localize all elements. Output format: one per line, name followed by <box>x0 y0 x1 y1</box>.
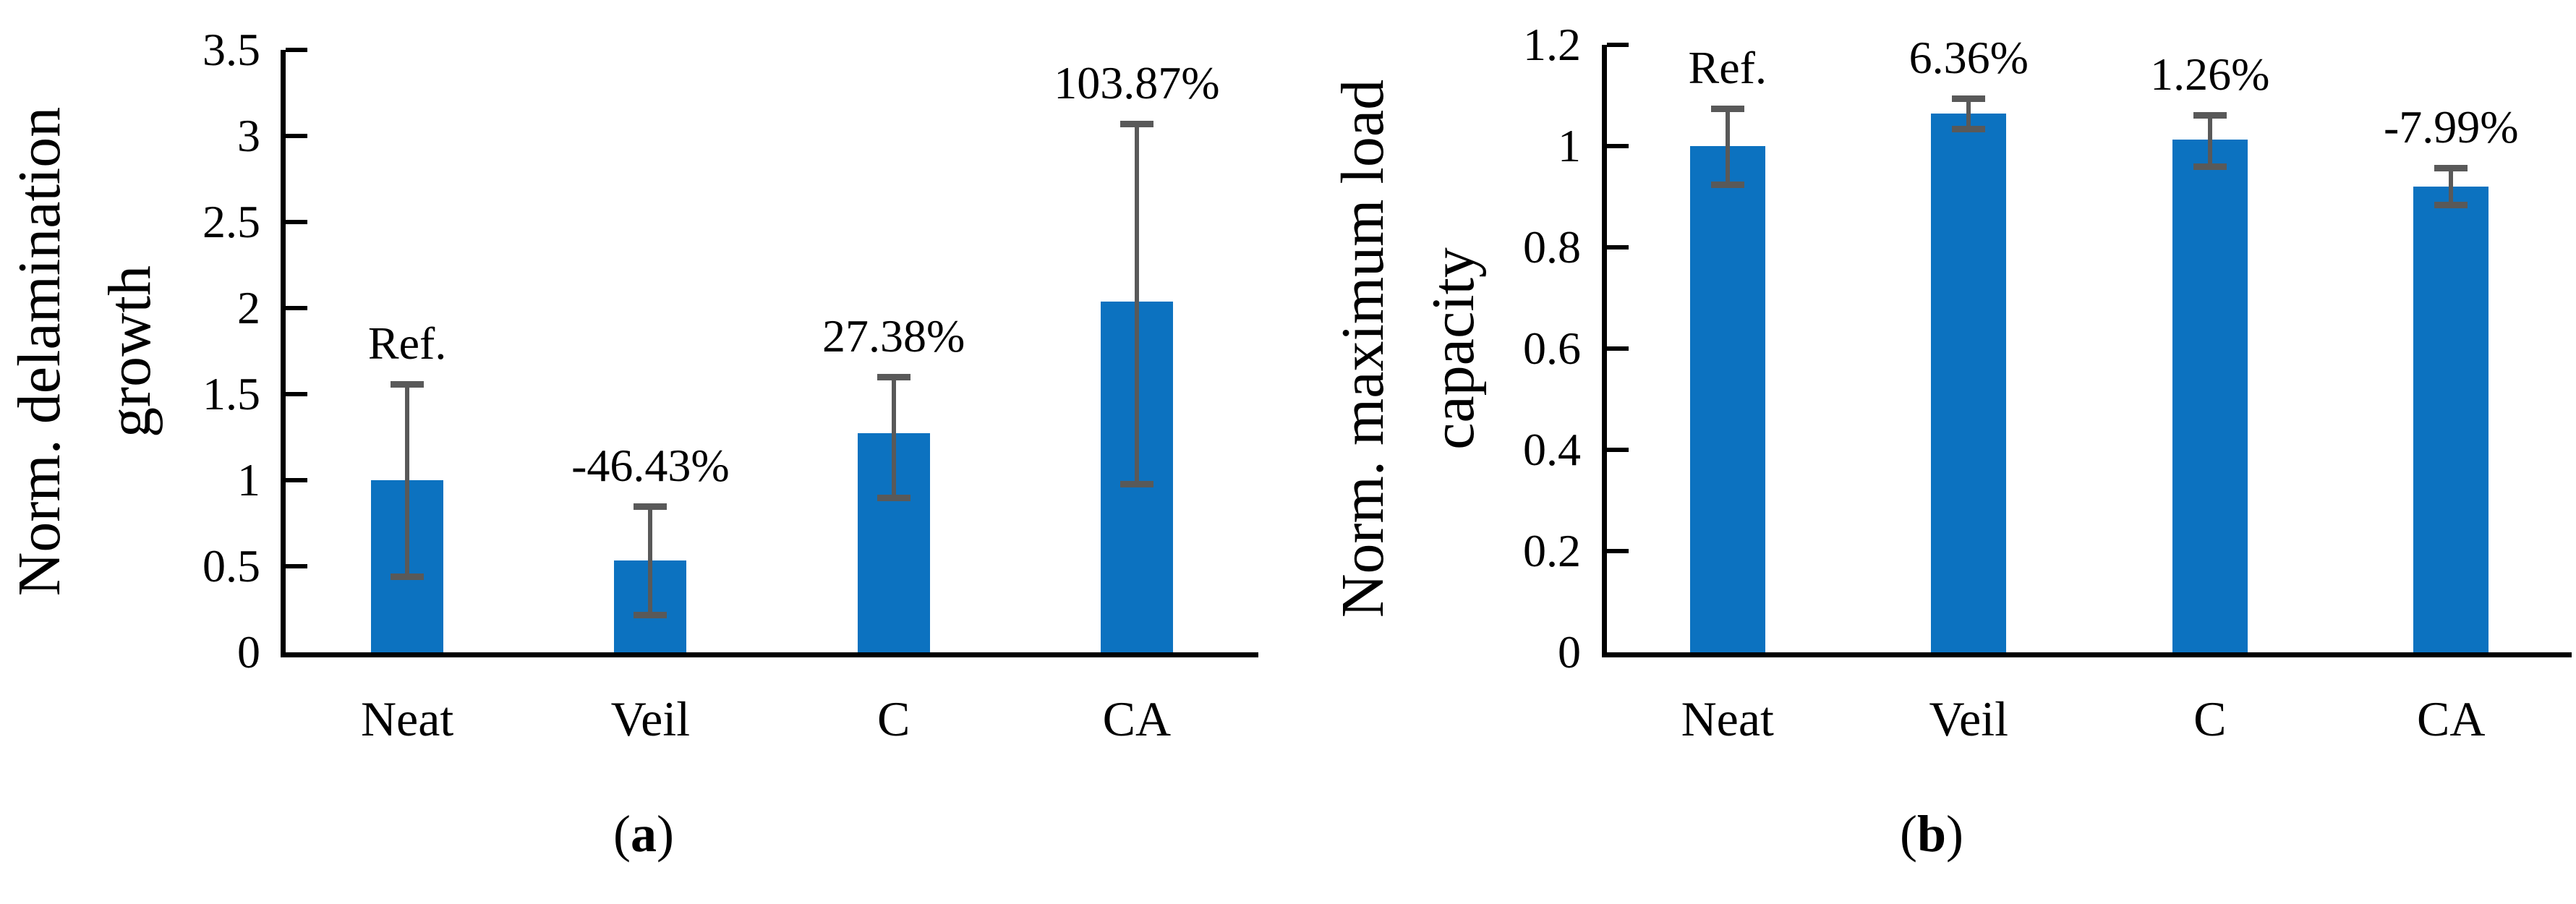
error-bar <box>1134 124 1139 484</box>
y-tick <box>286 478 307 482</box>
x-axis-line <box>281 652 1258 657</box>
error-cap-bottom <box>2193 163 2227 170</box>
x-axis-line <box>1602 652 2572 657</box>
x-category-label-ca: CA <box>1102 691 1172 746</box>
x-category-label-neat: Neat <box>360 691 454 746</box>
y-axis-title-line: growth <box>96 265 163 438</box>
panel-caption: (a) <box>499 806 788 861</box>
y-axis-line <box>1602 45 1607 657</box>
y-tick <box>286 306 307 310</box>
bar-value-label: -7.99% <box>2383 101 2519 153</box>
y-axis-title-line: Norm. maximum load <box>1329 79 1396 618</box>
error-cap-top <box>1952 95 1986 102</box>
y-tick-label: 1 <box>237 454 260 506</box>
x-category-label-veil: Veil <box>1929 691 2009 746</box>
y-tick-label: 1 <box>1558 120 1581 171</box>
error-cap-top <box>1710 105 1744 112</box>
x-category-label-veil: Veil <box>610 691 691 746</box>
error-bar <box>891 377 896 498</box>
caption-paren-open: ( <box>1899 805 1917 863</box>
error-cap-bottom <box>1119 480 1153 487</box>
error-cap-bottom <box>1710 181 1744 188</box>
bar-veil <box>1931 114 2007 652</box>
caption-paren-open: ( <box>613 805 631 863</box>
bar-value-label: 27.38% <box>822 310 965 362</box>
y-axis-title-line: capacity <box>1420 247 1487 450</box>
y-tick <box>286 48 307 52</box>
y-tick-label: 2.5 <box>202 196 260 247</box>
x-category-label-c: C <box>877 691 910 746</box>
error-cap-bottom <box>391 573 425 581</box>
error-cap-top <box>877 374 910 381</box>
y-tick-label: 0 <box>237 626 260 678</box>
error-cap-bottom <box>634 611 668 618</box>
bar-value-label: 1.26% <box>2150 48 2270 100</box>
bar-neat <box>1689 146 1765 652</box>
error-bar <box>2207 114 2212 166</box>
y-tick-label: 0.5 <box>202 540 260 592</box>
caption-paren-close: ) <box>657 805 674 863</box>
error-bar <box>648 506 653 615</box>
y-tick-label: 3 <box>237 110 260 161</box>
y-tick-label: 1.2 <box>1523 19 1581 70</box>
error-cap-top <box>1119 121 1153 128</box>
error-bar <box>2449 168 2454 205</box>
caption-letter: b <box>1916 805 1947 863</box>
error-cap-top <box>634 503 668 510</box>
bar-value-label: Ref. <box>1688 41 1767 93</box>
y-axis-line <box>281 50 286 657</box>
y-axis-title-line: Norm. delamination <box>6 106 73 596</box>
bar-c <box>2172 140 2248 652</box>
bar-value-label: Ref. <box>367 317 447 369</box>
bar-value-label: 6.36% <box>1908 31 2029 83</box>
error-cap-bottom <box>2434 201 2468 208</box>
x-category-label-c: C <box>2193 691 2227 746</box>
y-tick <box>286 220 307 224</box>
y-tick-label: 0.8 <box>1523 221 1581 273</box>
error-bar <box>1725 108 1730 184</box>
error-cap-top <box>2193 111 2227 119</box>
bar-value-label: 103.87% <box>1054 57 1220 109</box>
bar-value-label: -46.43% <box>571 439 730 491</box>
panel-caption: (b) <box>1787 806 2076 861</box>
x-category-label-neat: Neat <box>1681 691 1774 746</box>
caption-letter: a <box>631 805 657 863</box>
y-tick-label: 0.4 <box>1523 424 1581 475</box>
y-tick <box>1607 245 1629 250</box>
y-tick-label: 1.5 <box>202 368 260 419</box>
y-tick <box>1607 144 1629 148</box>
error-cap-bottom <box>1952 125 1986 132</box>
bar-ca <box>2413 186 2489 652</box>
y-tick <box>286 134 307 138</box>
y-tick <box>1607 549 1629 553</box>
error-cap-bottom <box>877 494 910 501</box>
y-tick-label: 0 <box>1558 626 1581 678</box>
y-tick-label: 3.5 <box>202 24 260 75</box>
y-tick <box>286 564 307 568</box>
caption-paren-close: ) <box>1946 805 1963 863</box>
error-cap-top <box>2434 165 2468 172</box>
y-tick <box>1607 43 1629 47</box>
error-bar <box>1966 98 1971 129</box>
y-tick <box>286 392 307 396</box>
y-tick <box>1607 448 1629 452</box>
x-category-label-ca: CA <box>2417 691 2486 746</box>
error-bar <box>405 383 410 577</box>
y-tick <box>1607 346 1629 351</box>
error-cap-top <box>391 380 425 388</box>
y-tick-label: 2 <box>237 282 260 333</box>
y-tick-label: 0.6 <box>1523 323 1581 374</box>
y-tick-label: 0.2 <box>1523 525 1581 576</box>
